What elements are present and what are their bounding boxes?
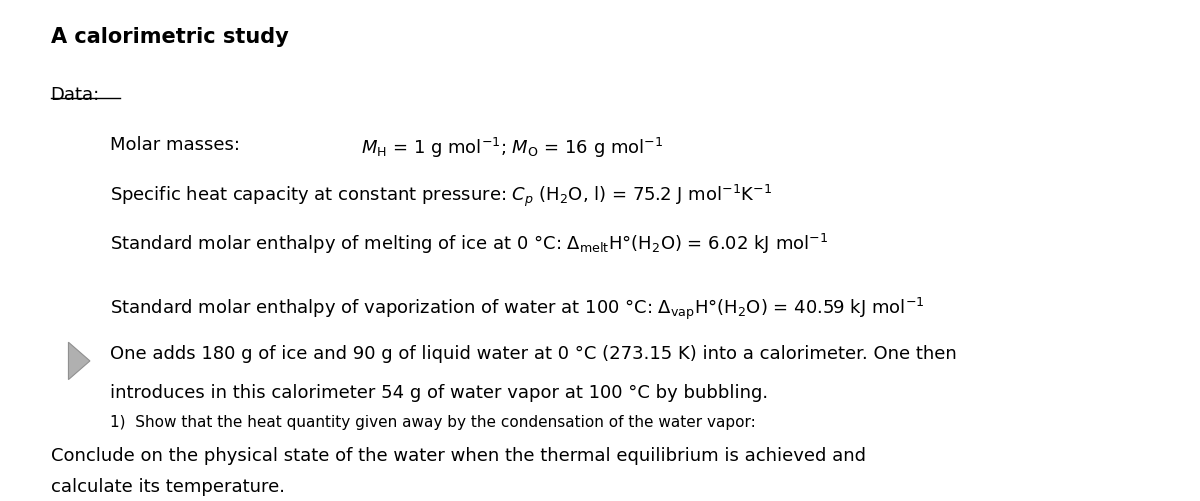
Polygon shape <box>68 343 90 380</box>
Text: calculate its temperature.: calculate its temperature. <box>50 476 284 494</box>
Text: Standard molar enthalpy of vaporization of water at 100 °C: $\Delta_\mathrm{vap}: Standard molar enthalpy of vaporization … <box>110 295 925 321</box>
Text: Molar masses:: Molar masses: <box>110 135 240 153</box>
Text: introduces in this calorimeter 54 g of water vapor at 100 °C by bubbling.: introduces in this calorimeter 54 g of w… <box>110 383 768 401</box>
Text: 1)  Show that the heat quantity given away by the condensation of the water vapo: 1) Show that the heat quantity given awa… <box>110 414 756 429</box>
Text: Specific heat capacity at constant pressure: $C_p$ (H$_2$O, l) = 75.2 J mol$^{-1: Specific heat capacity at constant press… <box>110 182 773 208</box>
Text: One adds 180 g of ice and 90 g of liquid water at 0 °C (273.15 K) into a calorim: One adds 180 g of ice and 90 g of liquid… <box>110 344 956 362</box>
Text: A calorimetric study: A calorimetric study <box>50 28 288 47</box>
Text: Conclude on the physical state of the water when the thermal equilibrium is achi: Conclude on the physical state of the wa… <box>50 446 865 463</box>
Text: $M_\mathrm{H}$ = 1 g mol$^{-1}$; $M_\mathrm{O}$ = 16 g mol$^{-1}$: $M_\mathrm{H}$ = 1 g mol$^{-1}$; $M_\mat… <box>361 135 664 159</box>
Text: Data:: Data: <box>50 86 100 104</box>
Text: Standard molar enthalpy of melting of ice at 0 °C: $\Delta_\mathrm{melt}$H°(H$_2: Standard molar enthalpy of melting of ic… <box>110 231 828 255</box>
